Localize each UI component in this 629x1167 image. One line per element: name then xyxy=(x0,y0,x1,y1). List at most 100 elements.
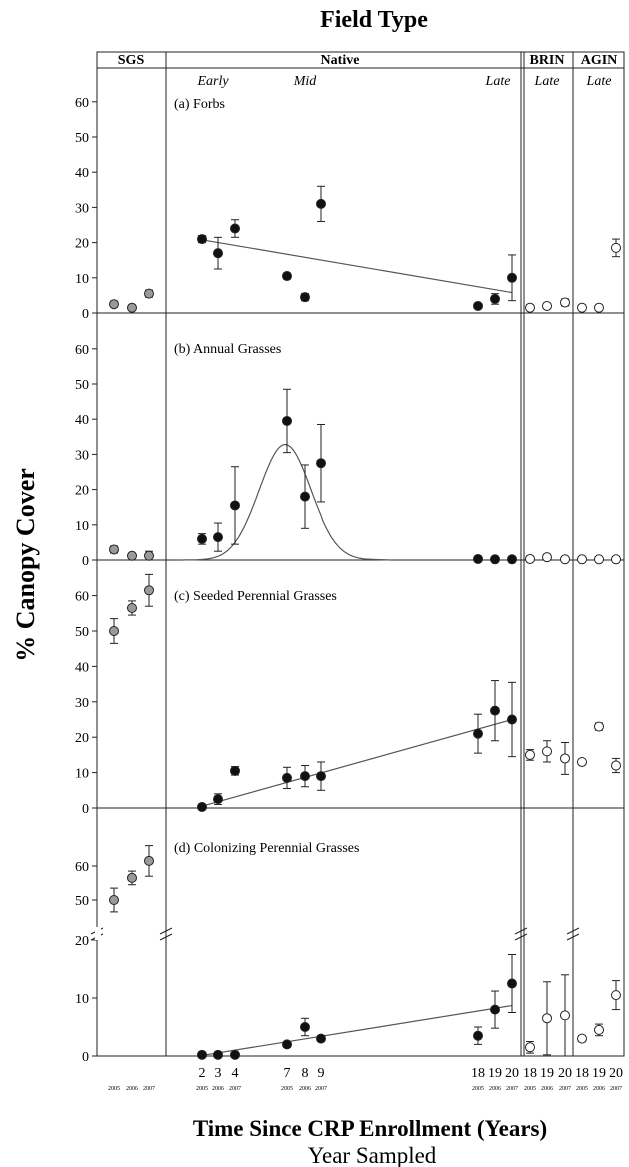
data-point-brin xyxy=(560,554,570,565)
y-tick-label: 10 xyxy=(75,992,89,1007)
data-point-native xyxy=(490,705,500,716)
data-point-native xyxy=(316,458,326,469)
data-point-native xyxy=(490,1004,500,1015)
trend-line xyxy=(201,718,513,807)
data-point-native xyxy=(473,728,483,739)
axis-break-mark xyxy=(514,927,528,935)
x-tick-label: 7 xyxy=(284,1066,291,1081)
data-point-native xyxy=(230,1049,240,1060)
section-age-brin: Late xyxy=(534,74,560,89)
y-tick-label: 60 xyxy=(75,860,89,875)
x-tick-label: 4 xyxy=(232,1066,239,1081)
data-point-native xyxy=(213,248,223,259)
data-point-native xyxy=(282,772,292,783)
data-point-native xyxy=(197,533,207,544)
y-tick-label: 40 xyxy=(75,413,89,428)
data-point-agin xyxy=(594,1024,604,1035)
year-tick-label: 2007 xyxy=(315,1086,327,1092)
x-tick-label: 18 xyxy=(523,1066,537,1081)
section-label-agin: AGIN xyxy=(581,53,618,68)
data-point-sgs xyxy=(144,550,154,561)
data-point-native xyxy=(230,765,240,776)
data-point-native xyxy=(282,271,292,282)
year-tick-label: 2006 xyxy=(126,1086,138,1092)
x-tick-label: 2 xyxy=(199,1066,206,1081)
data-point-sgs xyxy=(109,895,119,905)
data-point-native xyxy=(300,1022,310,1032)
data-point-brin xyxy=(542,746,552,757)
year-tick-label: 2005 xyxy=(472,1086,484,1092)
y-tick-label: 10 xyxy=(75,767,89,782)
data-point-sgs xyxy=(127,550,137,561)
year-tick-label: 2005 xyxy=(108,1086,120,1092)
x-tick-label: 9 xyxy=(318,1066,325,1081)
data-point-native xyxy=(507,272,517,283)
year-tick-label: 2006 xyxy=(541,1086,553,1092)
axis-break-mark xyxy=(514,933,528,941)
data-point-native xyxy=(300,491,310,502)
x-tick-label: 19 xyxy=(592,1066,606,1081)
data-point-brin xyxy=(525,1042,535,1053)
data-point-brin xyxy=(542,1013,552,1024)
data-point-agin xyxy=(611,554,621,565)
axis-break-mark xyxy=(159,933,173,941)
panel-title: (a) Forbs xyxy=(174,97,225,112)
data-point-native xyxy=(473,1030,483,1041)
year-tick-label: 2005 xyxy=(281,1086,293,1092)
data-point-brin xyxy=(525,553,535,564)
data-point-native xyxy=(490,293,500,304)
data-point-brin xyxy=(542,552,552,563)
data-point-native xyxy=(230,500,240,511)
data-point-sgs xyxy=(127,302,137,313)
data-point-native xyxy=(507,714,517,725)
data-point-native xyxy=(282,1039,292,1050)
data-point-native xyxy=(213,532,223,543)
panel-d: 0 10 20 50 60 (d) Colonizing Perennial Grasse… xyxy=(75,841,621,1065)
y-axis-label: % Canopy Cover xyxy=(11,468,40,662)
x-tick-label: 20 xyxy=(505,1066,519,1081)
year-tick-label: 2005 xyxy=(524,1086,536,1092)
axis-break-mark xyxy=(159,927,173,935)
y-tick-label: 60 xyxy=(75,96,89,111)
y-tick-label: 10 xyxy=(75,519,89,534)
data-point-brin xyxy=(525,749,535,760)
year-tick-label: 2007 xyxy=(559,1086,571,1092)
x-tick-label: 20 xyxy=(609,1066,623,1081)
gaussian-fit-curve xyxy=(177,443,391,561)
y-tick-label: 60 xyxy=(75,343,89,358)
axis-break-mark xyxy=(566,927,580,935)
figure-title: Field Type xyxy=(320,7,428,33)
data-point-sgs xyxy=(144,288,154,299)
data-point-brin xyxy=(560,753,570,764)
panel-title: (b) Annual Grasses xyxy=(174,342,281,357)
y-tick-label: 50 xyxy=(75,131,89,146)
panel-a: 0 10 20 30 40 50 60 (a) Forbs xyxy=(75,96,624,322)
y-tick-label: 50 xyxy=(75,625,89,640)
panel-b: 0 10 20 30 40 50 60 (b) Annual Grasses xyxy=(75,342,624,569)
trend-line xyxy=(201,1004,513,1057)
x-tick-label: 19 xyxy=(540,1066,554,1081)
y-tick-label: 40 xyxy=(75,166,89,181)
trend-line xyxy=(201,239,513,294)
y-tick-label: 20 xyxy=(75,484,89,499)
y-tick-label: 0 xyxy=(82,554,89,569)
y-tick-label: 20 xyxy=(75,237,89,252)
data-point-sgs xyxy=(109,544,119,555)
native-age-label: Mid xyxy=(293,74,318,89)
y-tick-label: 0 xyxy=(82,307,89,322)
data-point-agin xyxy=(594,302,604,313)
year-tick-label: 2007 xyxy=(610,1086,622,1092)
year-tick-label: 2007 xyxy=(143,1086,155,1092)
native-age-label: Late xyxy=(485,74,511,89)
data-point-sgs xyxy=(127,872,137,883)
data-point-agin xyxy=(611,760,621,771)
data-point-native xyxy=(473,553,483,564)
y-tick-label: 20 xyxy=(75,934,89,949)
data-point-sgs xyxy=(127,602,137,613)
y-tick-label: 50 xyxy=(75,378,89,393)
year-tick-label: 2006 xyxy=(212,1086,224,1092)
data-point-native xyxy=(300,292,310,303)
y-tick-label: 0 xyxy=(82,1050,89,1065)
